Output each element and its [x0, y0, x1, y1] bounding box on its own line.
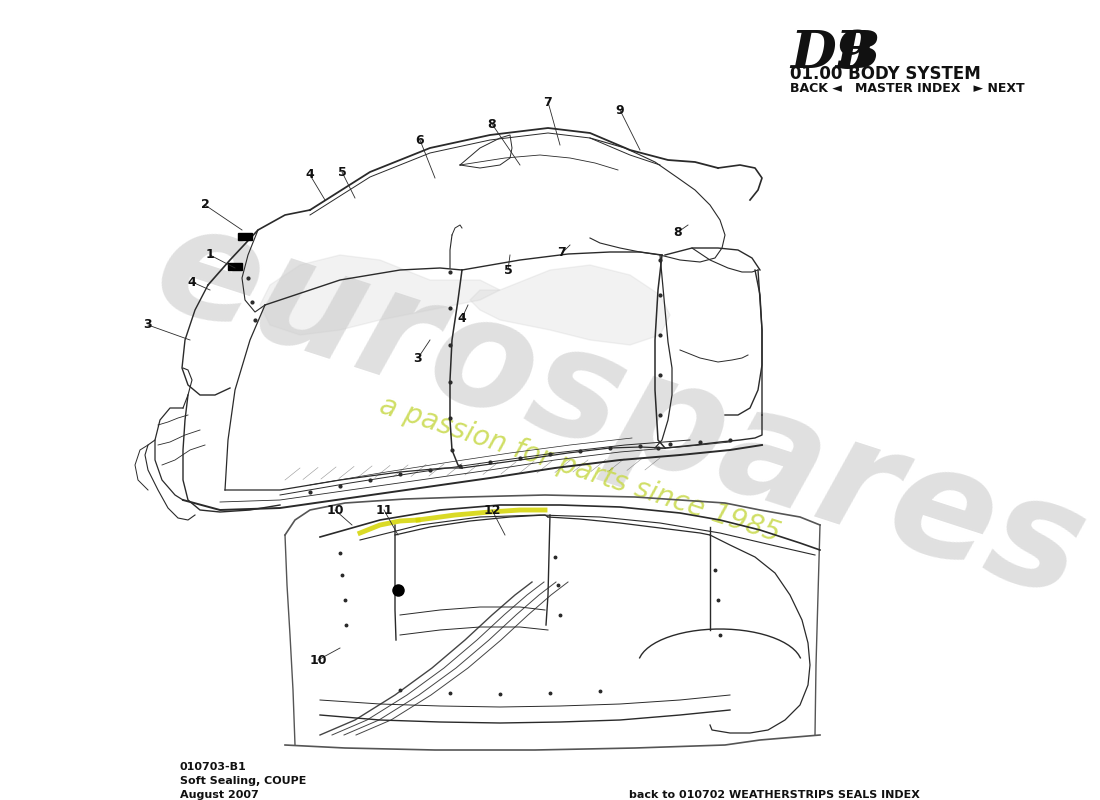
Text: 7: 7	[543, 95, 552, 109]
Bar	[228, 263, 242, 270]
Text: 8: 8	[487, 118, 496, 130]
Text: Soft Sealing, COUPE: Soft Sealing, COUPE	[180, 776, 307, 786]
Text: 4: 4	[458, 311, 466, 325]
Text: 5: 5	[504, 263, 513, 277]
Text: DB: DB	[790, 28, 880, 79]
Polygon shape	[470, 265, 670, 345]
Text: BACK ◄   MASTER INDEX   ► NEXT: BACK ◄ MASTER INDEX ► NEXT	[790, 82, 1024, 95]
Text: 4: 4	[188, 275, 197, 289]
Text: 7: 7	[558, 246, 566, 259]
Polygon shape	[260, 255, 500, 335]
Text: 3: 3	[414, 351, 422, 365]
Text: eurospares: eurospares	[138, 190, 1100, 630]
Text: 1: 1	[206, 249, 214, 262]
Text: 12: 12	[483, 503, 500, 517]
Text: 9: 9	[836, 28, 872, 79]
Text: 11: 11	[375, 503, 393, 517]
Text: 2: 2	[200, 198, 209, 211]
Text: back to 010702 WEATHERSTRIPS SEALS INDEX: back to 010702 WEATHERSTRIPS SEALS INDEX	[629, 790, 920, 800]
Text: 01.00 BODY SYSTEM: 01.00 BODY SYSTEM	[790, 65, 981, 83]
Text: 10: 10	[309, 654, 327, 666]
Text: 010703-B1: 010703-B1	[180, 762, 246, 772]
Text: 3: 3	[144, 318, 152, 331]
Text: 5: 5	[338, 166, 346, 178]
Text: 8: 8	[673, 226, 682, 238]
Text: 9: 9	[616, 103, 625, 117]
Text: August 2007: August 2007	[180, 790, 258, 800]
Text: 10: 10	[327, 503, 343, 517]
Bar	[238, 233, 252, 240]
Text: 4: 4	[306, 169, 315, 182]
Text: 6: 6	[416, 134, 425, 146]
Text: a passion for parts since 1985: a passion for parts since 1985	[376, 392, 784, 548]
